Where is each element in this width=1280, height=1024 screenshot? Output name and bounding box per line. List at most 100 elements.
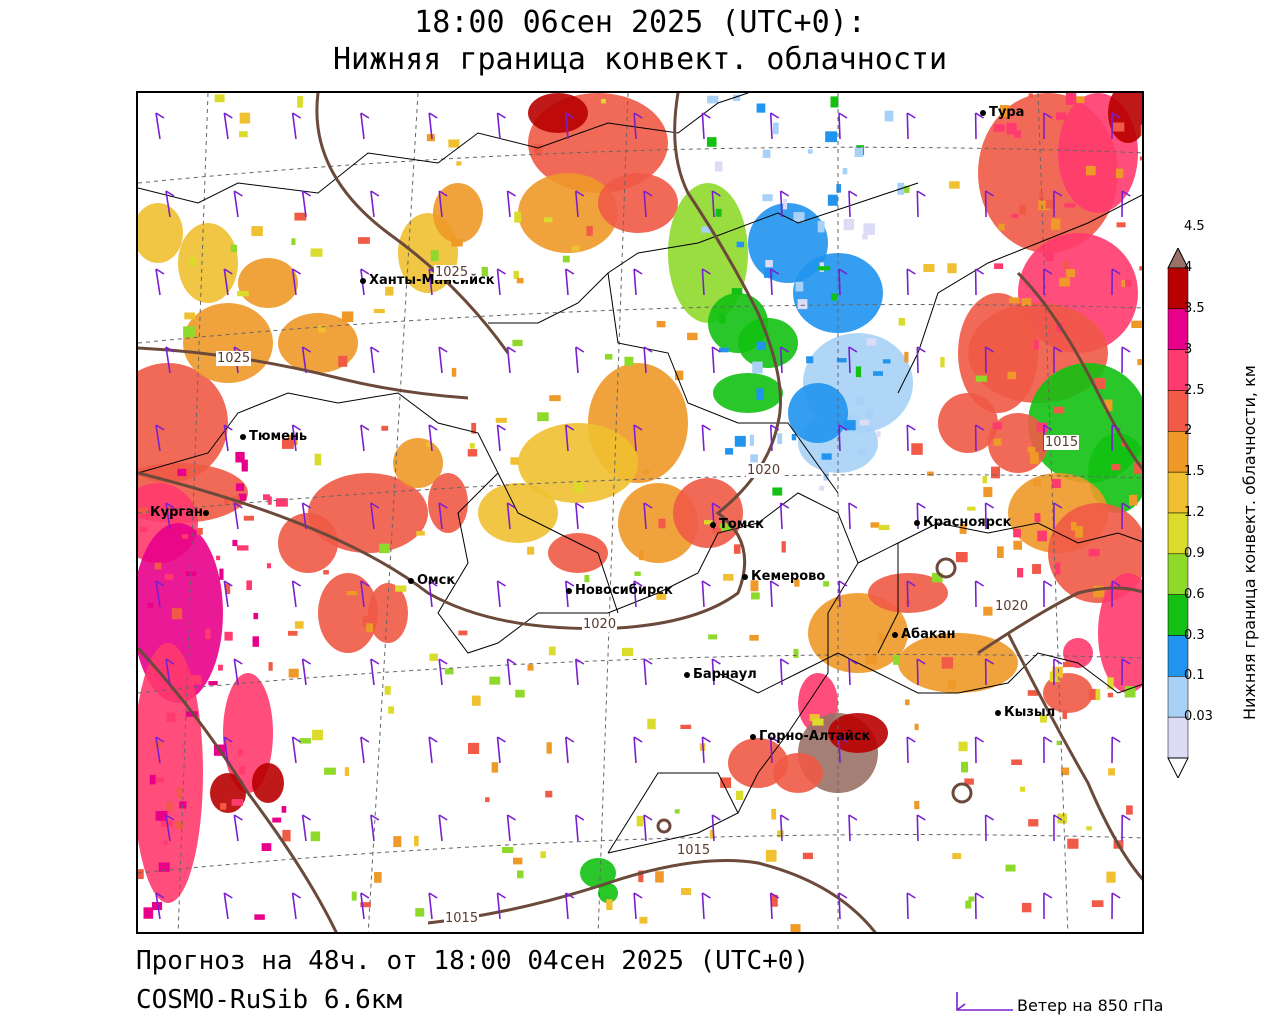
cloud-speckle: [1106, 871, 1116, 883]
wind-barb: [155, 892, 165, 920]
cloud-speckle: [706, 137, 717, 147]
isobar-value-label: 1025: [216, 351, 252, 366]
wind-barb: [496, 580, 506, 608]
cloud-speckle: [426, 134, 435, 142]
wind-barb: [1053, 190, 1063, 218]
wind-barb: [496, 112, 506, 140]
cloud-speckle: [225, 583, 231, 594]
cloud-speckle: [736, 241, 745, 248]
cloud-speckle: [704, 520, 715, 525]
isobar-value-label: 1015: [676, 843, 712, 858]
cloud-speckle: [904, 351, 909, 363]
wind-barb: [1043, 424, 1053, 452]
forecast-map: Тура Ханты-Мансийск Тюмень Курган Омск Новоси…: [136, 91, 1144, 934]
model-name: COSMO-RuSib 6.6км: [136, 985, 403, 1015]
wind-barb: [769, 424, 780, 452]
wind-barb: [711, 814, 721, 842]
wind-barb: [779, 814, 790, 842]
cloud-speckle: [750, 454, 758, 463]
city-label: Новосибирск: [566, 583, 673, 598]
cloud-speckle: [1113, 122, 1125, 132]
wind-barb: [360, 580, 370, 608]
wind-barb: [633, 736, 643, 764]
wind-barb: [223, 736, 233, 764]
wind-barb: [506, 658, 516, 686]
cloud-speckle: [842, 167, 848, 175]
cloud-speckle: [1065, 93, 1077, 105]
cloud-speckle: [876, 431, 881, 438]
cloud-speckle: [1006, 122, 1017, 135]
cloud-speckle: [947, 263, 957, 274]
city-marker-icon: [750, 733, 756, 740]
cloud-speckle: [927, 471, 934, 476]
cloud-speckle: [940, 356, 945, 368]
cloud-speckle: [882, 359, 891, 364]
colorbar-tick-label: 0.9: [1184, 545, 1205, 561]
cloud-speckle: [154, 777, 165, 783]
wind-barb: [1121, 814, 1131, 842]
city-name: Горно-Алтайск: [759, 729, 871, 744]
cloud-speckle: [1034, 339, 1039, 350]
cloud-speckle: [429, 653, 438, 661]
wind-barb: [633, 424, 643, 452]
cloud-speckle: [1013, 540, 1023, 550]
wind-barb: [838, 268, 848, 296]
colorbar-tick-label: 3: [1184, 341, 1193, 357]
cloud-speckle: [777, 433, 783, 444]
isobar-value-label: 1020: [994, 599, 1030, 614]
cloud-speckle: [790, 924, 801, 932]
cloud-speckle: [656, 593, 667, 600]
cloud-cell: [598, 883, 618, 903]
cloud-speckle: [184, 312, 195, 320]
cloud-speckle: [1095, 689, 1101, 701]
cloud-speckle: [548, 646, 556, 656]
cloud-speckle: [373, 308, 385, 314]
wind-barb: [769, 892, 780, 920]
cloud-speckle: [634, 571, 641, 576]
cloud-speckle: [241, 459, 248, 472]
cloud-speckle: [191, 675, 202, 685]
cloud-speckle: [1075, 96, 1085, 104]
cloud-speckle: [624, 356, 634, 366]
wind-barb: [916, 814, 926, 842]
cloud-speckle: [1027, 690, 1039, 696]
cloud-speckle: [208, 681, 218, 686]
wind-barb: [779, 658, 790, 686]
wind-barb: [360, 736, 370, 764]
cloud-speckle: [294, 621, 304, 629]
cloud-speckle: [281, 806, 287, 813]
cloud-speckle: [1107, 677, 1114, 690]
cloud-speckle: [1059, 277, 1071, 287]
colorbar-bottom-arrow: [1167, 757, 1189, 778]
cloud-speckle: [771, 894, 778, 907]
cloud-speckle: [1139, 266, 1142, 271]
cloud-speckle: [734, 435, 746, 447]
cloud-speckle: [1017, 567, 1024, 578]
cloud-speckle: [1036, 422, 1048, 433]
wind-barb: [779, 502, 790, 530]
cloud-speckle: [534, 144, 543, 156]
city-label: Курган: [150, 505, 212, 520]
cloud-speckle: [261, 843, 272, 852]
cloud-speckle: [762, 194, 773, 202]
cloud-speckle: [584, 574, 590, 583]
cloud-speckle: [687, 332, 698, 341]
city-label: Тура: [980, 105, 1024, 120]
cloud-speckle: [502, 847, 514, 854]
cloud-speckle: [638, 550, 644, 561]
wind-barb: [565, 892, 575, 920]
cloud-speckle: [1032, 564, 1042, 574]
cloud-speckle: [807, 149, 813, 154]
cloud-speckle: [964, 778, 974, 785]
city-marker-icon: [914, 519, 920, 526]
cloud-speckle: [176, 787, 182, 799]
cloud-base-field: [138, 93, 1142, 932]
wind-barb: [223, 424, 233, 452]
cloud-speckle: [430, 250, 439, 262]
cloud-speckle: [237, 291, 249, 297]
city-label: Горно-Алтайск: [750, 729, 870, 744]
city-name: Красноярск: [923, 515, 1012, 530]
cloud-cell: [138, 363, 228, 483]
cloud-speckle: [188, 257, 197, 267]
cloud-speckle: [236, 545, 249, 551]
